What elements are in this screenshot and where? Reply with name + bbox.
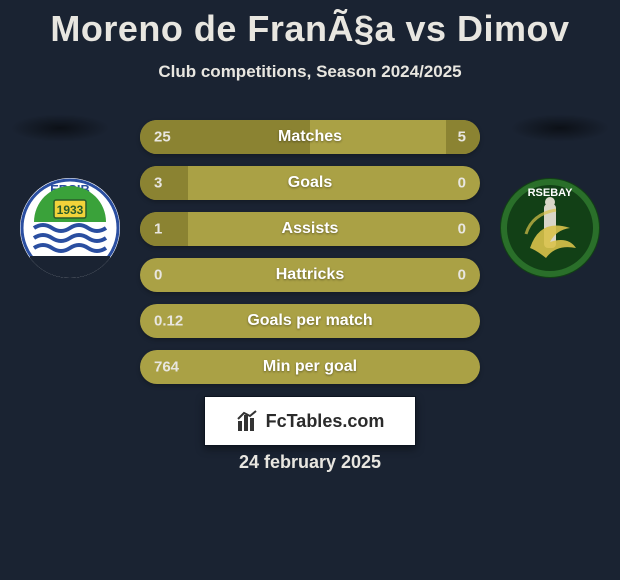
date-label: 24 february 2025 [0, 452, 620, 473]
subtitle: Club competitions, Season 2024/2025 [0, 62, 620, 82]
club-badge-left: ERSIB 1933 [20, 178, 120, 278]
stat-fill-left [140, 212, 188, 246]
brand-logo-icon [236, 409, 260, 433]
club-badge-right: RSEBAY [500, 178, 600, 278]
club-badge-right-icon: RSEBAY [500, 178, 600, 278]
club-badge-left-icon: ERSIB 1933 [20, 178, 120, 278]
stat-label: Hattricks [276, 266, 344, 284]
stat-value-right: 5 [458, 129, 466, 146]
badge-shadow-right [510, 114, 610, 142]
stat-label: Min per goal [263, 358, 357, 376]
stat-row: 0.12 Goals per match [140, 304, 480, 338]
stats-table: 25 Matches 5 3 Goals 0 1 Assists 0 0 Hattricks 0 0.1… [140, 120, 480, 396]
stat-row: 25 Matches 5 [140, 120, 480, 154]
page-title: Moreno de FranÃ§a vs Dimov [0, 0, 620, 50]
stat-value-left: 0 [154, 267, 162, 284]
stat-value-left: 3 [154, 175, 162, 192]
stat-value-right: 0 [458, 221, 466, 238]
brand-box[interactable]: FcTables.com [204, 396, 416, 446]
stat-label: Matches [278, 128, 342, 146]
stat-value-left: 0.12 [154, 313, 183, 330]
stat-value-left: 764 [154, 359, 179, 376]
infographic-container: Moreno de FranÃ§a vs Dimov Club competit… [0, 0, 620, 580]
stat-label: Goals [288, 174, 332, 192]
stat-value-right: 0 [458, 175, 466, 192]
badge-shadow-left [10, 114, 110, 142]
stat-label: Goals per match [247, 312, 372, 330]
stat-row: 1 Assists 0 [140, 212, 480, 246]
stat-row: 3 Goals 0 [140, 166, 480, 200]
stat-value-right: 0 [458, 267, 466, 284]
stat-row: 764 Min per goal [140, 350, 480, 384]
badge-left-year: 1933 [57, 203, 84, 217]
stat-label: Assists [282, 220, 339, 238]
brand-text: FcTables.com [266, 411, 385, 432]
stat-row: 0 Hattricks 0 [140, 258, 480, 292]
stat-value-left: 1 [154, 221, 162, 238]
stat-value-left: 25 [154, 129, 171, 146]
stat-fill-left [140, 166, 188, 200]
